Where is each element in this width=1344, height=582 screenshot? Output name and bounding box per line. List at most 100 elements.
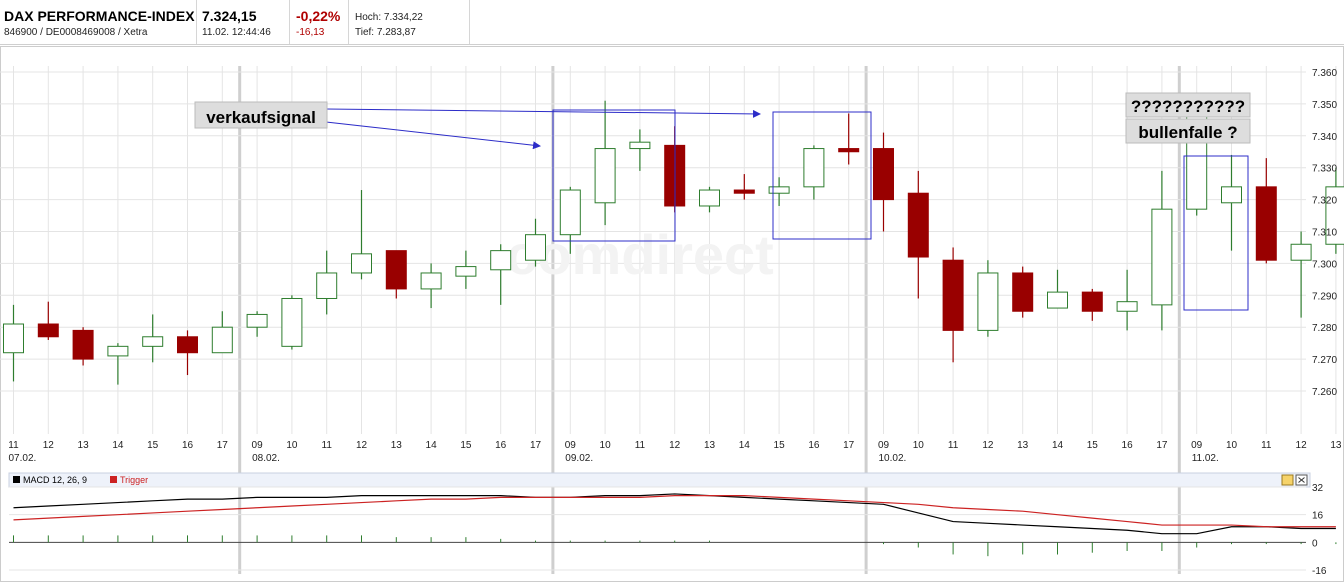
hour-tick-label: 13 [1017, 440, 1029, 451]
candle-up [1047, 291, 1068, 309]
candle-up [316, 272, 338, 299]
macd-tick-label: 0 [1312, 538, 1318, 549]
macd-panel: MACD 12, 26, 9 Trigger 32 16 0 -16 [8, 472, 1337, 577]
hour-tick-label: 10 [1226, 440, 1238, 451]
hour-tick-label: 14 [739, 440, 751, 451]
panel-settings-icon[interactable] [1281, 474, 1294, 486]
hour-tick-label: 17 [530, 440, 542, 451]
price-tick-label: 7.280 [1312, 323, 1337, 334]
candle-up [246, 313, 268, 328]
candle-up [281, 297, 303, 347]
time-axis: 11 12 13 14 15 16 17 09 10 11 12 13 14 15 16 17 09 10 11 12… [8, 440, 1342, 464]
candle-up [107, 345, 129, 357]
date-tick-label: 10.02. [879, 453, 907, 464]
candle-down [838, 148, 860, 153]
macd-layer: 32 16 0 -16 [9, 483, 1337, 577]
price-cell: 7.324,15 11.02. 12:44:46 [197, 0, 290, 44]
candle-up [1221, 186, 1242, 204]
candle-down [1255, 186, 1277, 261]
hour-tick-label: 10 [913, 440, 925, 451]
chart-area: comdirect 7.260 7.270 7.280 7.290 7.300 7.310… [0, 46, 1344, 582]
quote-header: DAX PERFORMANCE-INDEX 846900 / DE0008469… [0, 0, 1344, 45]
hour-tick-label: 15 [147, 440, 159, 451]
hour-tick-label: 17 [843, 440, 855, 451]
change-absolute: -16,13 [296, 27, 325, 38]
hour-tick-label: 12 [669, 440, 681, 451]
macd-legend-bar [8, 472, 1311, 488]
macd-line [13, 493, 1336, 535]
candle-up [1290, 243, 1312, 261]
date-tick-label: 09.02. [565, 453, 593, 464]
price-tick-label: 7.360 [1312, 68, 1337, 79]
hour-tick-label: 11 [948, 440, 959, 451]
macd-legend-swatch [13, 476, 20, 483]
date-tick-label: 08.02. [252, 453, 280, 464]
candle-up [455, 266, 477, 277]
hour-tick-label: 10 [286, 440, 298, 451]
hour-tick-label: 10 [600, 440, 612, 451]
arrow-line [325, 108, 761, 118]
quote-time: 11.02. 12:44:46 [202, 27, 271, 38]
candle-up [3, 323, 24, 354]
candle-down [72, 329, 94, 360]
instrument-name: DAX PERFORMANCE-INDEX [4, 8, 195, 24]
candle-up [351, 253, 372, 274]
candles-layer [3, 100, 1344, 385]
hour-tick-label: 11 [1261, 440, 1272, 451]
hour-tick-label: 12 [356, 440, 368, 451]
candle-down [1081, 291, 1103, 312]
date-tick-label: 11.02. [1192, 453, 1219, 464]
trigger-line [13, 495, 1336, 528]
instrument-cell: DAX PERFORMANCE-INDEX 846900 / DE0008469… [0, 0, 197, 44]
hour-tick-label: 13 [1330, 440, 1342, 451]
annotation-label: bullenfalle ? [1138, 123, 1237, 142]
candle-down [385, 250, 407, 290]
close-x-icon [1298, 477, 1305, 483]
price-tick-label: 7.340 [1312, 132, 1337, 143]
candle-up [803, 148, 825, 188]
candle-up [699, 189, 720, 207]
hour-tick-label: 16 [495, 440, 507, 451]
macd-tick-label: -16 [1312, 566, 1327, 577]
hour-tick-label: 09 [878, 440, 890, 451]
candle-up [420, 272, 442, 290]
candle-down [907, 192, 929, 258]
candle-up [594, 148, 616, 204]
price-tick-label: 7.350 [1312, 100, 1337, 111]
hour-tick-label: 12 [43, 440, 55, 451]
price-tick-label: 7.310 [1312, 228, 1337, 239]
hour-tick-label: 16 [182, 440, 194, 451]
change-percent: -0,22% [296, 8, 341, 24]
hour-tick-label: 15 [1087, 440, 1099, 451]
hour-tick-label: 09 [252, 440, 264, 451]
candle-up [1151, 208, 1173, 306]
candle-up [768, 186, 790, 194]
hour-tick-label: 16 [808, 440, 820, 451]
hour-tick-label: 17 [1156, 440, 1168, 451]
hour-tick-label: 11 [322, 440, 333, 451]
hour-tick-label: 14 [1052, 440, 1064, 451]
hour-tick-label: 11 [635, 440, 646, 451]
hour-tick-label: 14 [112, 440, 124, 451]
annotation-label-bg [194, 101, 328, 129]
candle-down [1012, 272, 1034, 312]
day-low: Tief: 7.283,87 [355, 27, 416, 38]
hour-tick-label: 09 [1191, 440, 1203, 451]
macd-tick-label: 32 [1312, 483, 1324, 494]
annotation-label: verkaufsignal [206, 108, 316, 127]
candle-up [559, 189, 581, 236]
hour-tick-label: 12 [982, 440, 994, 451]
hour-tick-label: 13 [78, 440, 90, 451]
macd-legend-label: MACD 12, 26, 9 [23, 475, 87, 485]
candle-down [177, 336, 198, 354]
day-high: Hoch: 7.334,22 [355, 12, 423, 23]
arrow-line [325, 121, 541, 150]
trigger-legend-swatch [110, 476, 117, 483]
last-price: 7.324,15 [202, 8, 257, 24]
candle-up [629, 141, 651, 150]
price-tick-label: 7.330 [1312, 164, 1337, 175]
date-tick-label: 07.02. [9, 453, 37, 464]
price-tick-label: 7.260 [1312, 387, 1337, 398]
hour-tick-label: 15 [460, 440, 472, 451]
highlight-box [1183, 155, 1249, 311]
